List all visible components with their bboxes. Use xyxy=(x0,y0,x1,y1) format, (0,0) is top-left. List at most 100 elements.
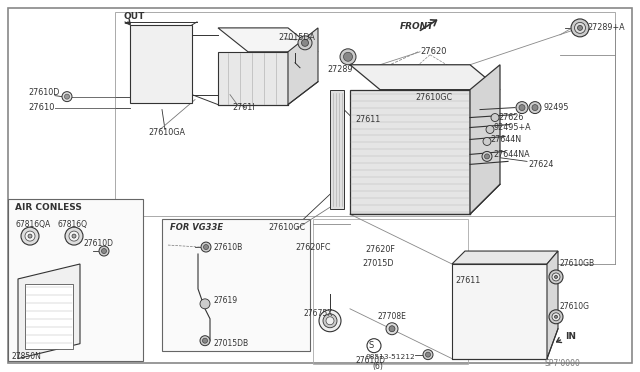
Text: 27289: 27289 xyxy=(327,65,353,74)
Text: 92495: 92495 xyxy=(543,103,568,112)
Circle shape xyxy=(340,49,356,65)
Text: 27610G: 27610G xyxy=(560,302,590,311)
Text: 27611: 27611 xyxy=(455,276,480,285)
Text: 67816Q: 67816Q xyxy=(58,219,88,229)
Text: 2761l: 2761l xyxy=(232,103,255,112)
Circle shape xyxy=(21,227,39,245)
Bar xyxy=(313,219,468,363)
Text: 27015DB: 27015DB xyxy=(213,339,248,348)
Text: 67816QA: 67816QA xyxy=(15,219,51,229)
Circle shape xyxy=(25,231,35,241)
Circle shape xyxy=(516,102,528,113)
Text: 27611: 27611 xyxy=(355,115,380,124)
Text: 27610GA: 27610GA xyxy=(148,128,185,137)
Text: 27620F: 27620F xyxy=(365,244,395,254)
Circle shape xyxy=(72,234,76,238)
Circle shape xyxy=(484,154,490,159)
Text: 27624: 27624 xyxy=(528,160,554,169)
Circle shape xyxy=(577,25,582,31)
Text: 27708E: 27708E xyxy=(378,312,407,321)
Polygon shape xyxy=(547,251,558,359)
Polygon shape xyxy=(218,52,288,105)
Circle shape xyxy=(200,299,210,309)
Circle shape xyxy=(529,102,541,113)
Text: (6): (6) xyxy=(372,362,383,371)
Text: SP7'0000: SP7'0000 xyxy=(544,359,580,368)
Text: 27619: 27619 xyxy=(213,296,237,305)
Text: 27620: 27620 xyxy=(420,47,447,56)
Circle shape xyxy=(386,323,398,335)
Text: FRONT: FRONT xyxy=(400,22,435,31)
Circle shape xyxy=(549,270,563,284)
Circle shape xyxy=(486,125,494,134)
Circle shape xyxy=(69,231,79,241)
Circle shape xyxy=(344,52,353,61)
Bar xyxy=(8,199,143,360)
Text: 27610GB: 27610GB xyxy=(560,260,595,269)
Circle shape xyxy=(28,234,32,238)
Text: IN: IN xyxy=(565,332,576,341)
Bar xyxy=(162,219,310,351)
Circle shape xyxy=(483,138,491,145)
Circle shape xyxy=(65,227,83,245)
Circle shape xyxy=(201,242,211,252)
Bar xyxy=(25,284,73,349)
Circle shape xyxy=(200,336,210,346)
Text: 27610D: 27610D xyxy=(355,356,385,365)
Text: 92495+A: 92495+A xyxy=(493,123,531,132)
Bar xyxy=(350,90,470,214)
Circle shape xyxy=(423,350,433,360)
Circle shape xyxy=(519,105,525,110)
Circle shape xyxy=(482,151,492,161)
Bar xyxy=(115,12,615,216)
Bar xyxy=(330,90,344,209)
Circle shape xyxy=(298,36,312,50)
Text: AIR CONLESS: AIR CONLESS xyxy=(15,203,82,212)
Text: 27850N: 27850N xyxy=(12,352,42,361)
Text: 27610GC: 27610GC xyxy=(415,93,452,102)
Text: 27610: 27610 xyxy=(28,103,54,112)
Polygon shape xyxy=(288,28,318,105)
Text: 27610D: 27610D xyxy=(28,88,60,97)
Polygon shape xyxy=(470,65,500,214)
Text: 08513-51212: 08513-51212 xyxy=(365,354,415,360)
Polygon shape xyxy=(18,264,80,359)
Circle shape xyxy=(552,313,560,321)
Text: S: S xyxy=(369,341,374,350)
Circle shape xyxy=(62,92,72,102)
Circle shape xyxy=(204,244,209,250)
Text: 27610D: 27610D xyxy=(83,238,113,248)
Bar xyxy=(452,264,547,359)
Circle shape xyxy=(326,317,334,325)
Polygon shape xyxy=(218,28,318,52)
Text: 27289+A: 27289+A xyxy=(587,23,625,32)
Circle shape xyxy=(491,113,499,122)
Text: 27620FC: 27620FC xyxy=(295,243,330,251)
Text: 27644NA: 27644NA xyxy=(493,150,530,159)
Circle shape xyxy=(549,310,563,324)
Text: 27015DA: 27015DA xyxy=(278,33,315,42)
Circle shape xyxy=(571,19,589,37)
Circle shape xyxy=(301,39,308,46)
Polygon shape xyxy=(452,251,558,264)
Polygon shape xyxy=(350,65,500,90)
Circle shape xyxy=(532,105,538,110)
Circle shape xyxy=(319,310,341,332)
Text: 27015D: 27015D xyxy=(362,260,394,269)
Text: 27610B: 27610B xyxy=(213,243,243,251)
Circle shape xyxy=(65,94,70,99)
Circle shape xyxy=(552,273,560,281)
Text: 27610GC: 27610GC xyxy=(268,222,305,232)
Circle shape xyxy=(102,248,106,254)
Circle shape xyxy=(323,314,337,328)
Circle shape xyxy=(554,315,557,318)
Circle shape xyxy=(99,246,109,256)
Text: 27644N: 27644N xyxy=(490,135,521,144)
Text: 27626: 27626 xyxy=(498,113,524,122)
Bar xyxy=(130,25,192,103)
Text: 27675X: 27675X xyxy=(303,309,333,318)
Circle shape xyxy=(426,352,431,357)
Circle shape xyxy=(554,275,557,278)
Circle shape xyxy=(389,326,395,332)
Text: FOR VG33E: FOR VG33E xyxy=(170,222,223,232)
